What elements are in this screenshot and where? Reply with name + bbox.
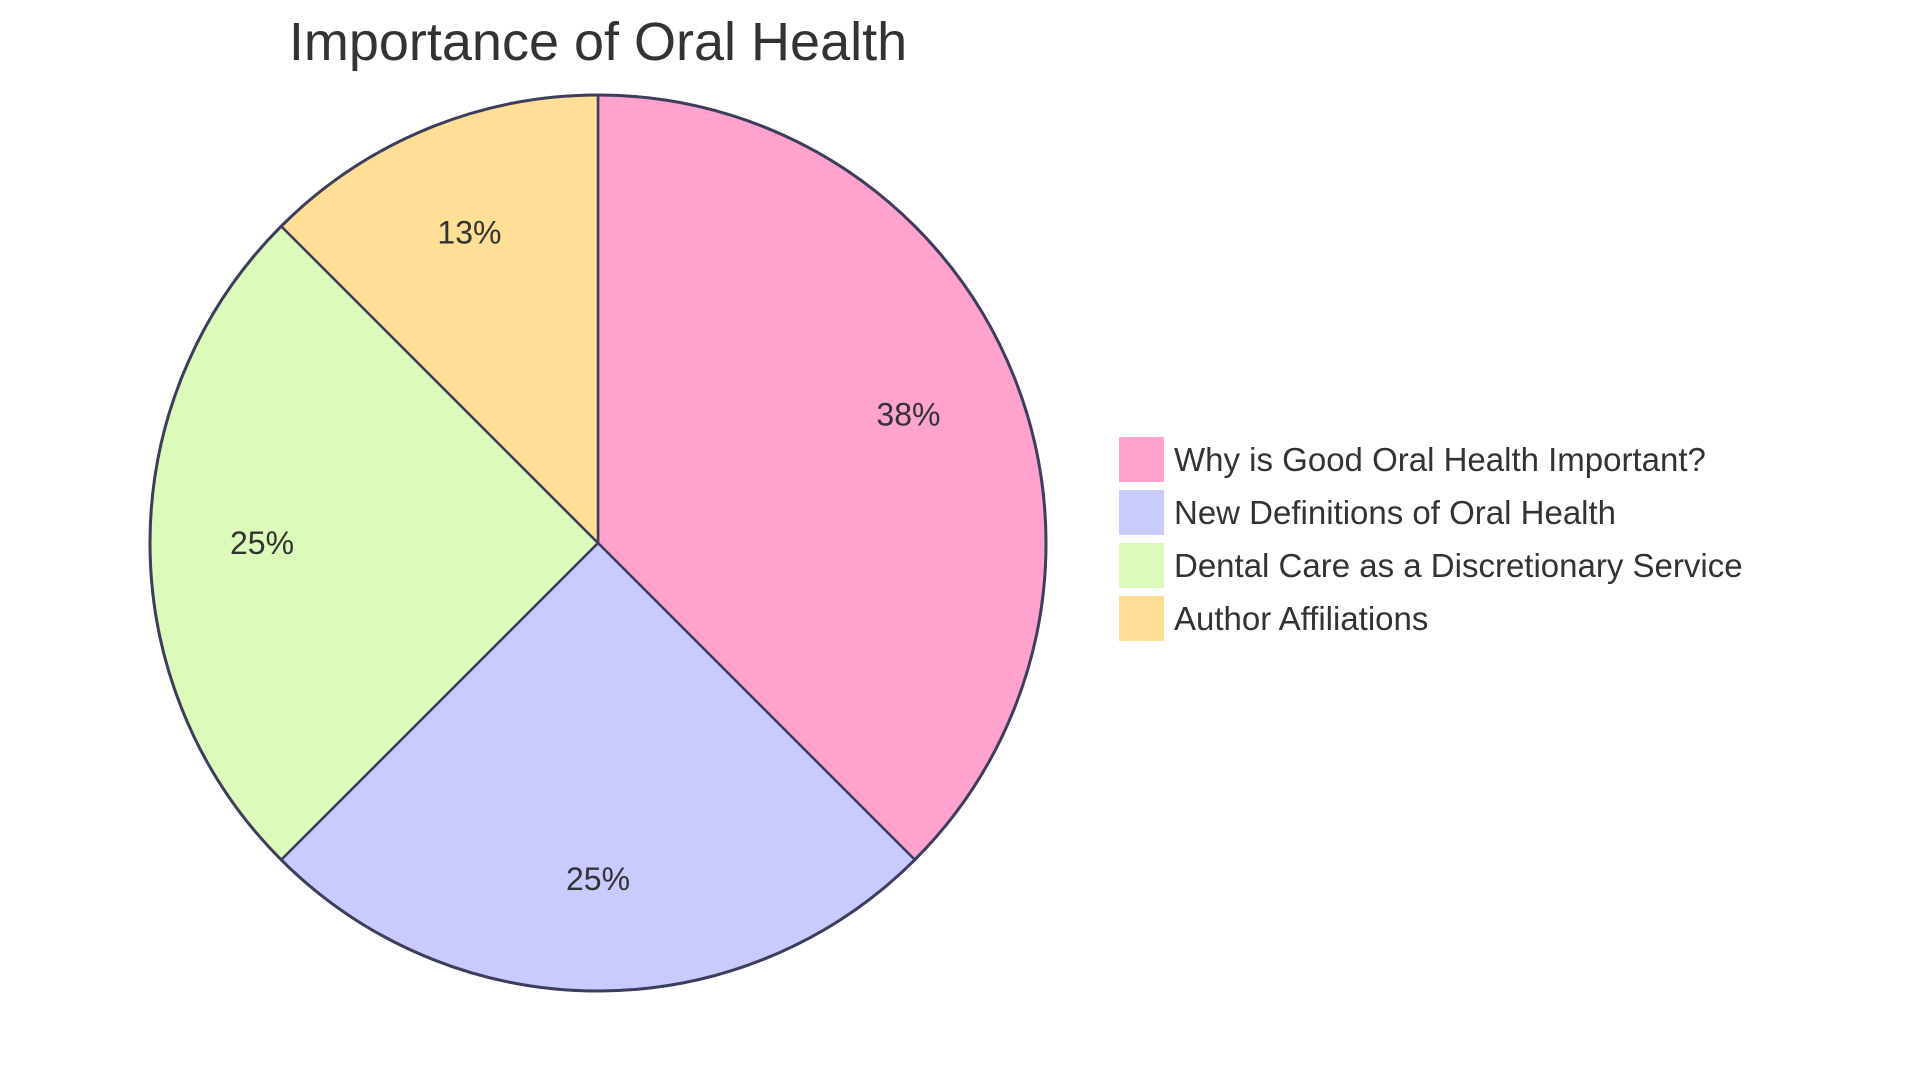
legend-item-4: Author Affiliations xyxy=(1119,596,1428,641)
legend-item-3: Dental Care as a Discretionary Service xyxy=(1119,543,1743,588)
legend-label-3: Dental Care as a Discretionary Service xyxy=(1174,547,1743,584)
pie-slice-labels: 38% 25% 25% 13% xyxy=(230,215,940,897)
legend-label-2: New Definitions of Oral Health xyxy=(1174,494,1616,531)
slice-percent-label-4: 13% xyxy=(437,215,501,251)
slice-percent-label-1: 38% xyxy=(876,396,940,432)
chart-title: Importance of Oral Health xyxy=(289,12,907,72)
legend-label-1: Why is Good Oral Health Important? xyxy=(1174,441,1706,478)
legend-item-1: Why is Good Oral Health Important? xyxy=(1119,437,1706,482)
legend-swatch-2 xyxy=(1119,490,1164,535)
legend-swatch-1 xyxy=(1119,437,1164,482)
slice-percent-label-3: 25% xyxy=(230,525,294,561)
legend-swatch-4 xyxy=(1119,596,1164,641)
slice-percent-label-2: 25% xyxy=(566,861,630,897)
pie-outline xyxy=(148,93,1048,993)
legend-label-4: Author Affiliations xyxy=(1174,600,1428,637)
legend: Why is Good Oral Health Important? New De… xyxy=(1119,437,1743,641)
pie-slices xyxy=(148,93,1048,993)
legend-item-2: New Definitions of Oral Health xyxy=(1119,490,1616,535)
legend-swatch-3 xyxy=(1119,543,1164,588)
